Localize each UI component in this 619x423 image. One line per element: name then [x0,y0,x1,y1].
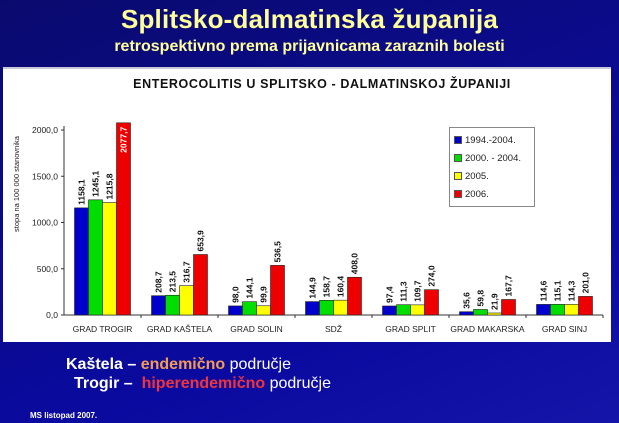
bar [179,285,194,316]
bar-value-label: 213,5 [168,271,178,293]
bar [487,312,502,316]
bar-value-label: 109,7 [413,280,423,302]
legend-swatch-icon [454,190,462,198]
legend-label: 2005. [465,170,489,182]
bar-value-label: 114,3 [567,280,577,301]
chart-title: ENTEROCOLITIS U SPLITSKO - DALMATINSKOJ … [133,77,511,91]
bar [116,122,131,316]
bar-value-label: 111,3 [399,281,409,302]
slide-title: Splitsko-dalmatinska županija [120,4,499,34]
bar-value-label: 98,0 [231,286,241,303]
note-kastela-rest: područje [225,356,292,373]
bar-value-label: 167,7 [504,275,514,297]
bar [88,199,103,316]
bar-value-label: 114,6 [539,280,549,301]
y-tick-label: 1500,0 [32,171,58,181]
x-category-label: GRAD KAŠTELA [147,324,213,334]
bar-value-label: 158,7 [322,276,332,298]
bar [305,301,320,316]
bar [473,309,488,316]
legend-swatch-icon [454,154,462,162]
bar [193,254,208,316]
bar [536,304,551,316]
bar [165,294,180,316]
bar-value-label: 160,4 [336,276,346,298]
bar [382,305,397,316]
legend-item: 2006. [454,185,530,203]
bar [333,299,348,316]
note-trogir-place: Trogir [74,375,120,392]
slide-subtitle: retrospektivno prema prijavnicama zarazn… [114,38,505,55]
note-dash: – [122,356,141,373]
bar [270,265,285,316]
bar-value-label: 99,9 [259,286,269,303]
bar [242,301,257,316]
bar-value-label: 208,7 [154,271,164,293]
bar [564,304,579,316]
bar-value-label: 653,9 [196,230,206,252]
bar [347,276,362,316]
chart-panel: ENTEROCOLITIS U SPLITSKO - DALMATINSKOJ … [3,67,611,342]
slide-footer: MS listopad 2007. [30,411,98,420]
legend-label: 2000. - 2004. [465,152,521,164]
note-dash: – [119,375,142,392]
bar-value-label: 144,1 [245,277,255,299]
legend-item: 1994.-2004. [454,131,530,149]
bar-value-label: 1215,8 [105,173,115,199]
x-category-label: SDŽ [325,324,342,334]
y-tick-label: 1000,0 [32,218,58,228]
bar [501,299,516,316]
legend-item: 2005. [454,167,530,185]
note-kastela: Kaštela – endemično područje [66,356,291,374]
bar [256,305,271,316]
note-kastela-place: Kaštela [66,356,123,373]
bar-value-label: 144,9 [308,277,318,299]
chart-legend: 1994.-2004. 2000. - 2004. 2005. 2006. [449,127,535,207]
legend-label: 1994.-2004. [465,134,516,146]
bar-chart-plot: 0,0 500,0 1000,0 1500,0 2000,0 1158,1 1245,1 12… [32,122,604,334]
note-trogir-rest: područje [265,375,331,392]
x-category-label: GRAD SINJ [542,324,587,334]
bar [396,304,411,316]
bar-value-label: 97,4 [385,286,395,303]
x-category-label: GRAD TROGIR [73,324,133,334]
x-category-label: GRAD SPLIT [385,324,436,334]
legend-swatch-icon [454,136,462,144]
bar [578,296,593,316]
bar [102,202,117,316]
x-category-label: GRAD MAKARSKA [450,324,524,334]
bar [410,304,425,316]
bar-value-label: 316,7 [182,261,192,283]
bar-value-label: 2077,7 [119,127,129,153]
legend-label: 2006. [465,188,489,200]
bar [550,304,565,316]
bar [459,311,474,316]
bar-value-label: 59,8 [476,290,486,307]
y-tick-label: 2000,0 [32,125,58,135]
bar [319,300,334,316]
bar [74,207,89,316]
y-tick-label: 500,0 [37,264,59,274]
bar-value-label: 201,0 [581,272,591,294]
x-category-label: GRAD SOLIN [230,324,282,334]
bar-value-label: 1158,1 [77,179,87,205]
bar-value-label: 536,5 [273,241,283,263]
note-hyperendemic-highlight: hiperendemično [141,375,266,392]
note-trogir: Trogir – hiperendemično područje [74,375,331,393]
bar-value-label: 21,9 [490,293,500,310]
bar-value-label: 274,0 [427,265,437,287]
bar-value-label: 35,6 [462,292,472,309]
bar [151,295,166,316]
bar-value-label: 115,1 [553,280,563,301]
note-endemic-highlight: endemično [140,356,226,373]
legend-swatch-icon [454,172,462,180]
bar-value-label: 1245,1 [91,171,101,197]
y-tick-label: 0,0 [46,310,58,320]
bar [424,289,439,316]
legend-item: 2000. - 2004. [454,149,530,167]
bar-value-label: 408,0 [350,253,360,275]
bar [228,305,243,316]
